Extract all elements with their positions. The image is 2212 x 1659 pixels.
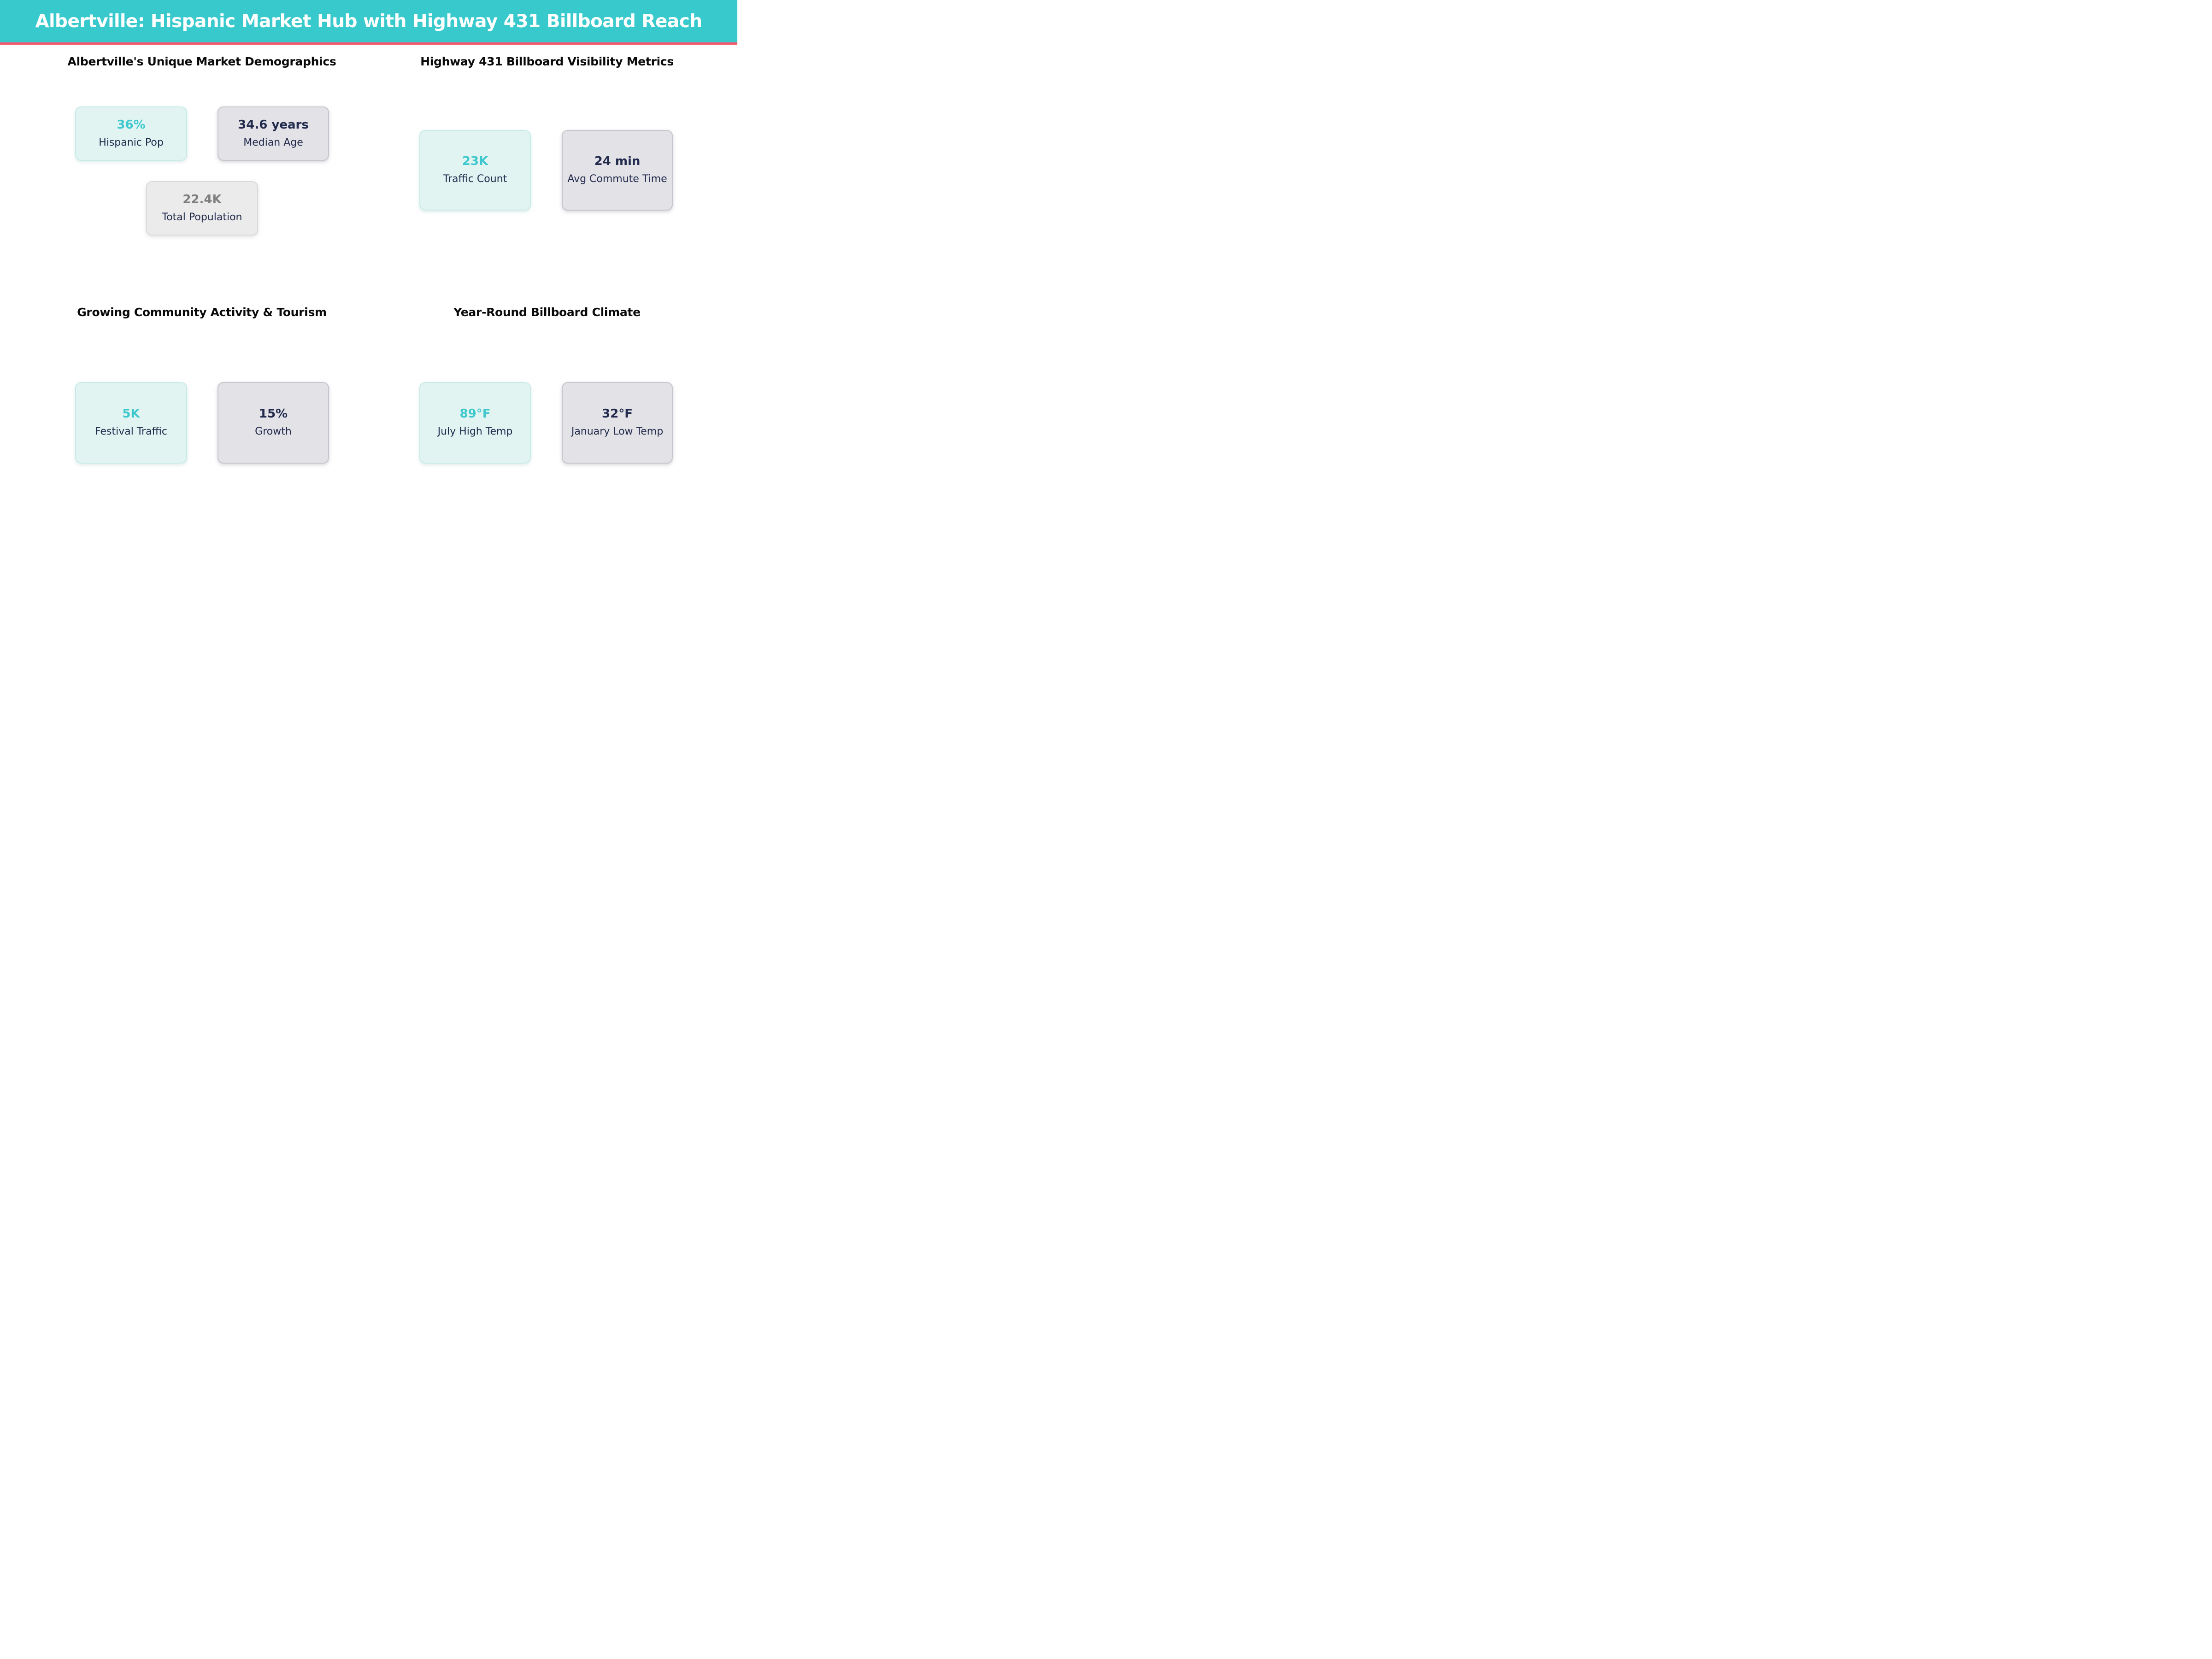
stat-card-median-age: 34.6 years Median Age [218, 106, 329, 161]
infographic-canvas: Albertville: Hispanic Market Hub with Hi… [0, 0, 737, 553]
section-title-climate: Year-Round Billboard Climate [453, 306, 641, 319]
stat-card-festival-traffic: 5K Festival Traffic [75, 382, 187, 464]
stat-label: Avg Commute Time [567, 173, 667, 185]
stat-label: January Low Temp [571, 426, 664, 438]
header-bar: Albertville: Hispanic Market Hub with Hi… [0, 0, 737, 42]
stat-label: Total Population [162, 211, 242, 223]
stat-value: 34.6 years [238, 118, 309, 132]
stat-label: July High Temp [437, 426, 513, 438]
stat-card-avg-commute-time: 24 min Avg Commute Time [562, 130, 673, 211]
section-title-community: Growing Community Activity & Tourism [77, 306, 327, 319]
stat-label: Hispanic Pop [99, 136, 164, 148]
section-title-visibility: Highway 431 Billboard Visibility Metrics [420, 55, 674, 68]
stat-label: Festival Traffic [95, 426, 167, 438]
section-title-demographics: Albertville's Unique Market Demographics [67, 55, 336, 68]
stat-card-january-low-temp: 32°F January Low Temp [562, 382, 673, 464]
stat-value: 23K [462, 154, 488, 169]
stat-value: 24 min [594, 154, 641, 169]
stat-card-july-high-temp: 89°F July High Temp [419, 382, 531, 464]
stat-value: 32°F [602, 407, 633, 421]
stat-value: 5K [122, 407, 140, 421]
stat-value: 89°F [459, 407, 491, 421]
stat-value: 36% [117, 118, 146, 132]
stat-card-traffic-count: 23K Traffic Count [419, 130, 531, 211]
stat-value: 15% [259, 407, 288, 421]
stat-label: Growth [255, 426, 292, 438]
stat-label: Median Age [243, 136, 303, 148]
stat-label: Traffic Count [443, 173, 507, 185]
page-title: Albertville: Hispanic Market Hub with Hi… [35, 11, 702, 32]
stat-card-hispanic-pop: 36% Hispanic Pop [75, 106, 187, 161]
stat-value: 22.4K [182, 192, 222, 206]
header-accent-stripe [0, 42, 737, 45]
stat-card-total-population: 22.4K Total Population [146, 181, 258, 235]
stat-card-growth: 15% Growth [218, 382, 329, 464]
